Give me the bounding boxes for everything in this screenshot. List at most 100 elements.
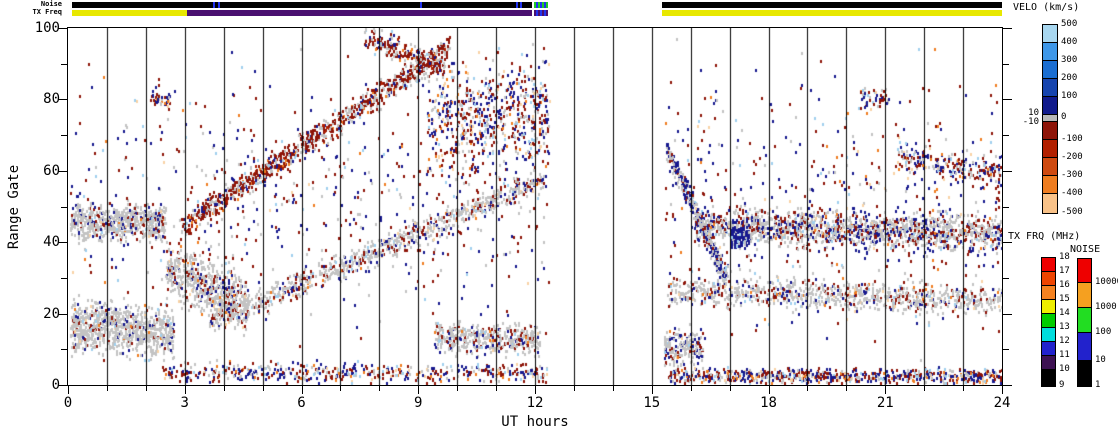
y-tick-label: 60 bbox=[43, 162, 60, 179]
strip-segment bbox=[661, 10, 1002, 16]
colorbar-block bbox=[1043, 158, 1057, 176]
x-tick bbox=[1002, 386, 1003, 394]
colorbar-block bbox=[1042, 300, 1055, 314]
noise-strip-label: Noise bbox=[40, 0, 62, 8]
x-tick bbox=[690, 386, 692, 391]
strip-tick bbox=[212, 2, 215, 8]
strip-tick bbox=[539, 2, 542, 8]
x-tick-label: 9 bbox=[414, 395, 423, 411]
colorbar-label: -500 bbox=[1061, 207, 1083, 217]
colorbar-label: 0 bbox=[1061, 112, 1067, 122]
colorbar-block bbox=[1043, 79, 1057, 97]
strip-tick bbox=[420, 2, 423, 8]
colorbar-label: 16 bbox=[1059, 280, 1070, 290]
strip-tick bbox=[539, 10, 542, 16]
y-tick-right bbox=[1003, 385, 1012, 386]
colorbar-label: 14 bbox=[1059, 308, 1070, 318]
colorbar-label: 1 bbox=[1095, 380, 1101, 390]
y-tick-left bbox=[61, 349, 67, 351]
strip-tick bbox=[535, 2, 538, 8]
x-tick bbox=[496, 386, 498, 391]
colorbar-block bbox=[1042, 356, 1055, 370]
strip-tick bbox=[543, 2, 546, 8]
x-tick bbox=[457, 386, 459, 391]
y-tick-right bbox=[1003, 135, 1009, 137]
y-tick-left bbox=[61, 63, 67, 65]
colorbar-block bbox=[1042, 272, 1055, 286]
x-tick bbox=[768, 386, 770, 394]
x-tick bbox=[846, 386, 848, 391]
x-tick bbox=[223, 386, 225, 391]
colorbar-label: -400 bbox=[1061, 188, 1083, 198]
x-tick bbox=[68, 386, 69, 394]
strip-tick bbox=[217, 2, 220, 8]
x-tick-label: 24 bbox=[993, 395, 1011, 411]
colorbar-block bbox=[1042, 328, 1055, 342]
x-tick bbox=[106, 386, 108, 391]
y-axis-title: Range Gate bbox=[6, 164, 22, 250]
x-tick bbox=[340, 386, 342, 391]
colorbar-label: 17 bbox=[1059, 266, 1070, 276]
strip-segment bbox=[187, 10, 532, 16]
x-tick-label: 12 bbox=[526, 395, 544, 411]
colorbar-label: 11 bbox=[1059, 350, 1070, 360]
x-tick bbox=[807, 386, 809, 391]
colorbar-bar bbox=[1077, 258, 1092, 387]
noise-colorbar-title: NOISE bbox=[1070, 244, 1101, 255]
y-tick-right bbox=[1003, 349, 1009, 351]
x-tick-label: 0 bbox=[63, 395, 73, 411]
y-tick-label: 0 bbox=[51, 377, 60, 393]
colorbar-block bbox=[1078, 283, 1091, 308]
y-tick-left bbox=[58, 242, 67, 244]
colorbar-block bbox=[1043, 25, 1057, 43]
y-tick-left bbox=[58, 385, 67, 386]
strip-tick bbox=[520, 2, 523, 8]
txfreq-strip-label: TX Freq bbox=[32, 8, 62, 16]
y-tick-right bbox=[1003, 242, 1012, 244]
x-tick bbox=[651, 386, 653, 394]
colorbar-block bbox=[1078, 308, 1091, 333]
colorbar-block bbox=[1042, 286, 1055, 300]
colorbar-block bbox=[1043, 43, 1057, 61]
x-tick bbox=[145, 386, 147, 391]
colorbar-label: 100 bbox=[1061, 91, 1078, 101]
colorbar-block bbox=[1042, 342, 1055, 356]
colorbar-block bbox=[1043, 140, 1057, 158]
x-tick bbox=[729, 386, 731, 391]
y-tick-label: 100 bbox=[34, 20, 60, 36]
colorbar-label: 300 bbox=[1061, 55, 1078, 65]
colorbar-label: 9 bbox=[1059, 380, 1065, 390]
y-tick-left bbox=[58, 99, 67, 101]
colorbar-block bbox=[1078, 259, 1091, 283]
colorbar-label: -200 bbox=[1061, 152, 1083, 162]
colorbar-label: -100 bbox=[1061, 134, 1083, 144]
y-tick-right bbox=[1003, 170, 1012, 172]
x-tick bbox=[184, 386, 186, 394]
y-tick-right bbox=[1003, 63, 1009, 65]
colorbar-label: 15 bbox=[1059, 294, 1070, 304]
y-tick-label: 20 bbox=[43, 305, 60, 322]
colorbar-label: 10000 bbox=[1095, 277, 1118, 287]
plot-area bbox=[67, 27, 1003, 386]
colorbar-label: -10 bbox=[1022, 117, 1039, 127]
y-tick-right bbox=[1003, 28, 1012, 29]
x-tick-label: 18 bbox=[760, 395, 777, 411]
y-tick-right bbox=[1003, 277, 1009, 279]
x-tick bbox=[301, 386, 303, 394]
colorbar-label: 1000 bbox=[1095, 302, 1117, 312]
colorbar-label: 10 bbox=[1059, 364, 1070, 374]
y-tick-right bbox=[1003, 313, 1012, 315]
y-tick-left bbox=[58, 28, 67, 29]
colorbar-block bbox=[1043, 115, 1057, 122]
strip-tick bbox=[535, 10, 538, 16]
y-tick-label: 40 bbox=[43, 234, 60, 251]
colorbar-label: 10 bbox=[1095, 355, 1106, 365]
x-tick bbox=[612, 386, 614, 391]
x-tick bbox=[262, 386, 264, 391]
x-tick bbox=[418, 386, 420, 394]
y-tick-left bbox=[61, 277, 67, 279]
colorbar-block bbox=[1042, 258, 1055, 272]
scatter-canvas bbox=[68, 28, 1002, 385]
colorbar-bar bbox=[1041, 257, 1056, 387]
x-tick bbox=[573, 386, 575, 391]
